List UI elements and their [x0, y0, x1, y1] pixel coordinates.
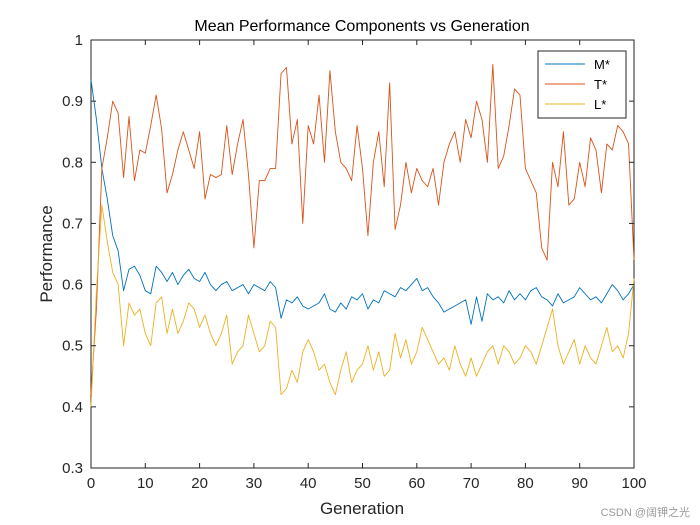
- y-tick-label: 0.9: [62, 93, 83, 110]
- legend-label-m: M*: [594, 57, 610, 72]
- x-tick-label: 10: [137, 475, 154, 492]
- series-line-l: [90, 204, 635, 407]
- x-tick-label: 90: [571, 475, 588, 492]
- y-axis-label: Performance: [37, 205, 56, 302]
- x-tick-label: 0: [87, 475, 95, 492]
- x-tick-label: 50: [354, 475, 371, 492]
- x-tick-label: 100: [621, 475, 646, 492]
- x-tick-label: 60: [408, 475, 425, 492]
- y-tick-label: 0.5: [62, 338, 83, 355]
- legend-label-l: L*: [594, 97, 606, 112]
- y-tick-label: 0.6: [62, 277, 83, 294]
- series-line-t: [90, 64, 635, 395]
- y-tick-label: 0.7: [62, 215, 83, 232]
- y-tick-label: 0.8: [62, 154, 83, 171]
- y-tick-label: 0.4: [62, 399, 83, 416]
- y-tick-label: 1: [75, 32, 83, 49]
- x-tick-label: 30: [246, 475, 263, 492]
- x-axis-ticks: 0 10 20 30 40 50 60 70 80 90 100: [87, 40, 647, 492]
- chart-title: Mean Performance Components vs Generatio…: [194, 18, 529, 35]
- x-axis-label: Generation: [320, 499, 404, 518]
- watermark: CSDN @阔钾之光: [601, 505, 690, 519]
- x-tick-label: 80: [517, 475, 534, 492]
- legend-label-t: T*: [594, 77, 607, 92]
- series-layer: [90, 64, 635, 407]
- y-tick-label: 0.3: [62, 460, 83, 477]
- x-tick-label: 40: [300, 475, 317, 492]
- y-axis-ticks: 0.3 0.4 0.5 0.6 0.7 0.8 0.9 1: [62, 32, 634, 477]
- legend: M* T* L*: [537, 50, 627, 119]
- x-tick-label: 70: [463, 475, 480, 492]
- x-tick-label: 20: [191, 475, 208, 492]
- series-line-m: [90, 79, 635, 325]
